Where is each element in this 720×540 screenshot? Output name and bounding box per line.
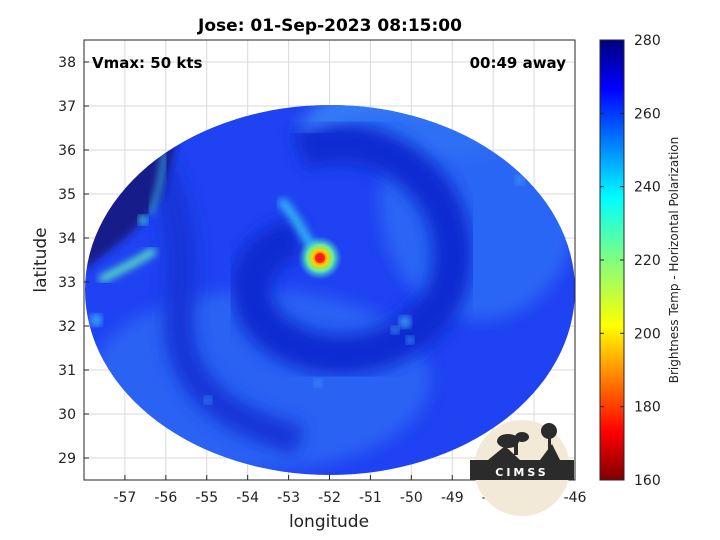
y-tick-label: 35 (58, 187, 76, 203)
y-axis-label: latitude (31, 227, 51, 292)
y-tick-label: 38 (58, 55, 76, 71)
x-tick-label: -55 (195, 490, 218, 506)
vmax-label: Vmax: 50 kts (92, 54, 202, 72)
y-tick-label: 32 (58, 319, 76, 335)
y-tick-label: 30 (58, 407, 76, 423)
colorbar-label: Brightness Temp - Horizontal Polarizatio… (667, 137, 681, 384)
x-tick-label: -57 (113, 490, 136, 506)
colorbar-tick-label: 200 (634, 326, 661, 342)
x-tick-label: -49 (441, 490, 464, 506)
colorbar-tick-label: 220 (634, 253, 661, 269)
time-away-label: 00:49 away (470, 54, 567, 72)
cimss-logo: CIMSS (470, 420, 574, 516)
colorbar-tick-label: 160 (634, 473, 661, 489)
colorbar-tick-label: 180 (634, 400, 661, 416)
colorbar: 160 180 200 220 240 260 280 Brightness Temp - … (599, 33, 681, 489)
x-tick-label: -51 (359, 490, 382, 506)
y-tick-label: 29 (58, 451, 76, 467)
colorbar-ticks: 160 180 200 220 240 260 280 (600, 33, 661, 489)
colorbar-tick-label: 280 (634, 33, 661, 49)
y-tick-label: 37 (58, 99, 76, 115)
x-tick-label: -53 (277, 490, 300, 506)
y-axis-ticks: 29 30 31 32 33 34 35 36 37 38 (58, 55, 89, 467)
y-tick-label: 31 (58, 363, 76, 379)
cimss-logo-text: CIMSS (495, 466, 548, 479)
colorbar-tick-label: 260 (634, 106, 661, 122)
x-tick-label: -50 (400, 490, 423, 506)
x-tick-label: -46 (564, 490, 587, 506)
y-tick-label: 34 (58, 231, 76, 247)
x-tick-label: -52 (318, 490, 341, 506)
colorbar-tick-label: 240 (634, 180, 661, 196)
x-tick-label: -56 (154, 490, 177, 506)
plot-title: Jose: 01-Sep-2023 08:15:00 (197, 16, 462, 36)
y-tick-label: 36 (58, 143, 76, 159)
x-tick-label: -54 (236, 490, 259, 506)
y-tick-label: 33 (58, 275, 76, 291)
x-axis-label: longitude (289, 512, 369, 532)
